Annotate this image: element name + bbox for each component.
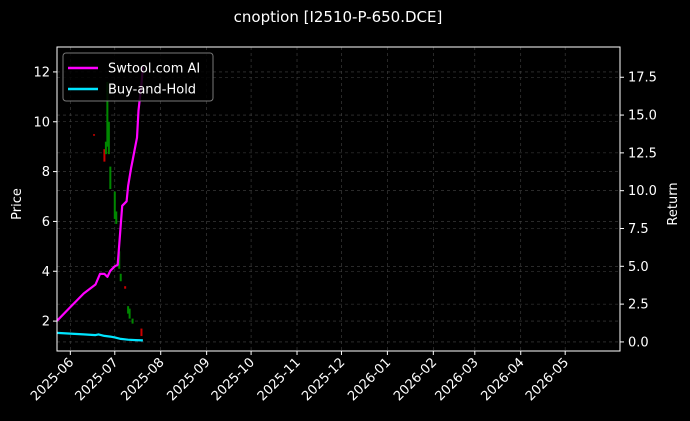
x-tick-label: 2025-10 (209, 355, 258, 404)
y-tick-label-right: 10.0 (628, 184, 657, 199)
y-tick-label-left: 6 (42, 215, 50, 230)
x-tick-label: 2025-06 (28, 355, 77, 404)
candlestick (115, 211, 118, 224)
series-line-buy-and-hold (56, 331, 143, 342)
candlestick (124, 286, 127, 289)
x-tick-label: 2025-11 (255, 355, 304, 404)
candlestick (104, 141, 107, 155)
x-tick-label: 2025-09 (164, 355, 213, 404)
x-tick-label: 2025-08 (119, 355, 168, 404)
y-tick-label-left: 8 (42, 165, 50, 180)
y-tick-label-right: 5.0 (628, 260, 649, 275)
candlestick (93, 134, 96, 136)
y-tick-label-right: 12.5 (628, 146, 657, 161)
y-tick-label-left: 4 (42, 265, 50, 280)
y-ticks-left: 2 4 6 8 10 12 (33, 65, 57, 330)
y-tick-label-left: 12 (33, 65, 50, 80)
x-tick-label: 2026-02 (391, 355, 440, 404)
x-tick-label: 2026-04 (479, 355, 528, 404)
candlestick (118, 251, 121, 269)
candlestick (109, 166, 112, 190)
candlestick (113, 191, 116, 219)
candlestick (131, 318, 134, 324)
legend: Swtool.com AI Buy-and-Hold (62, 52, 214, 102)
candlestick (103, 149, 106, 162)
x-tick-label: 2025-07 (73, 355, 122, 404)
y-ticks-right: 0.0 2.5 5.0 7.5 10.0 12.5 15.0 17.5 (620, 71, 657, 350)
candlesticks (93, 81, 143, 337)
legend-label: Swtool.com AI (108, 62, 200, 77)
plot-frame (56, 46, 621, 352)
x-tick-label: 2026-01 (345, 355, 394, 404)
x-tick-label: 2025-12 (299, 355, 348, 404)
candlestick (107, 121, 110, 155)
x-ticks: 2025-062025-072025-082025-092025-102025-… (28, 351, 572, 404)
y-tick-label-left: 10 (33, 115, 50, 130)
y-tick-label-right: 15.0 (628, 109, 657, 124)
candlestick (106, 81, 109, 147)
y-axis-label-left: Price (10, 188, 25, 220)
y-tick-label-right: 17.5 (628, 71, 657, 86)
grid-lines (57, 47, 620, 351)
candlestick (140, 328, 143, 337)
legend-label: Buy-and-Hold (108, 83, 196, 98)
candlestick (127, 306, 130, 314)
x-tick-label: 2026-03 (433, 355, 482, 404)
y-tick-label-right: 2.5 (628, 298, 649, 313)
y-axis-label-right: Return (666, 182, 681, 225)
legend-box (62, 52, 214, 102)
chart-title: cnoption [I2510-P-650.DCE] (234, 8, 443, 26)
series-line-strategy (56, 66, 144, 322)
y-tick-label-right: 0.0 (628, 335, 649, 350)
series-lines (56, 66, 144, 342)
candlestick (128, 308, 131, 319)
y-tick-label-left: 2 (42, 315, 50, 330)
x-tick-label: 2026-05 (523, 355, 572, 404)
y-tick-label-right: 7.5 (628, 222, 649, 237)
candlestick (119, 273, 122, 282)
